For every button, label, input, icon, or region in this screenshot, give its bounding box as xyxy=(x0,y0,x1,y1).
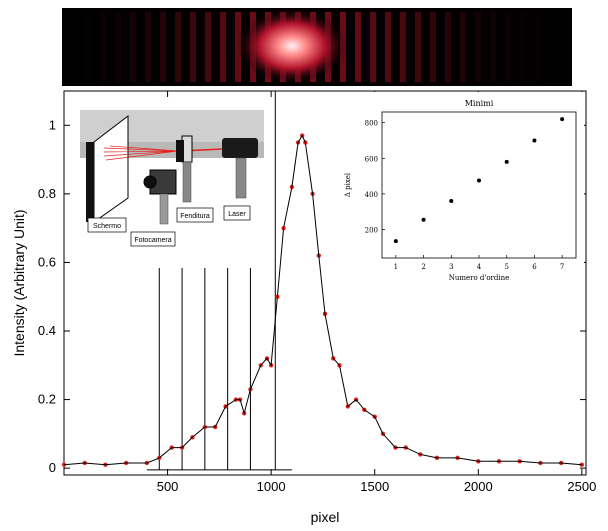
y-tick-label: 0.4 xyxy=(38,323,56,338)
inset-data-point xyxy=(393,239,398,244)
inset-data-point xyxy=(477,178,481,183)
minimi-inset: Minimi 1 2 3 4 5 6 7 200 400 600 800 Numero d'ordine… xyxy=(336,92,584,290)
label-laser: Laser xyxy=(223,205,251,221)
screen-edge xyxy=(86,142,94,222)
inset-x-tick-label: 1 xyxy=(394,263,398,271)
inset-x-tick-label: 5 xyxy=(504,263,508,271)
inset-y-tick-label: 200 xyxy=(365,227,378,235)
inset-x-tick-label: 4 xyxy=(477,263,482,271)
camera-lens xyxy=(143,175,157,189)
inset-data-point xyxy=(532,138,537,143)
x-axis-label: pixel xyxy=(311,509,340,525)
diffraction-photo xyxy=(62,8,572,86)
inset-data-point xyxy=(421,217,426,222)
label-fenditura: Fenditura xyxy=(176,207,214,223)
label-box-fenditura xyxy=(176,207,214,223)
inset-x-tick-label: 6 xyxy=(532,263,537,271)
fit-line xyxy=(63,134,582,466)
data-point xyxy=(61,462,67,467)
label-text-laser: Laser xyxy=(228,211,246,218)
x-tick-label: 2500 xyxy=(567,479,596,494)
main-axes: 500 1000 1500 2000 2500 0 0.2 0.4 0.6 0.8 1 pixel In… xyxy=(11,91,596,525)
inset-axes: Minimi 1 2 3 4 5 6 7 200 400 600 800 Numero d'ordine… xyxy=(344,99,564,282)
diffraction-rays xyxy=(103,145,179,161)
y-tick-label: 0.6 xyxy=(38,254,56,269)
label-text-fotocamera: Fotocamera xyxy=(134,237,171,244)
label-text-schermo: Schermo xyxy=(93,223,121,230)
label-box-laser xyxy=(223,205,251,221)
laser-post xyxy=(235,157,247,199)
inset-background xyxy=(336,92,584,290)
laser-body xyxy=(222,138,258,158)
inset-y-tick-label: 600 xyxy=(365,155,378,163)
x-tick-label: 1000 xyxy=(257,479,286,494)
camera-stand xyxy=(159,193,169,225)
inset-x-axis-label: Numero d'ordine xyxy=(449,274,510,282)
inset-x-tick-label: 3 xyxy=(449,263,453,271)
label-schermo: Schermo xyxy=(87,217,127,233)
inset-data-point xyxy=(504,159,509,164)
y-tick-label: 0 xyxy=(49,460,56,475)
main-plot-frame xyxy=(63,90,587,476)
y-tick-label: 0.2 xyxy=(38,392,56,407)
slit-post xyxy=(182,161,192,203)
y-axis-label: Intensity (Arbitrary Unit) xyxy=(11,209,27,356)
label-box-fotocamera xyxy=(130,231,176,247)
x-tick-label: 500 xyxy=(157,479,179,494)
inset-y-tick-label: 800 xyxy=(365,120,378,128)
inset-x-tick-label: 7 xyxy=(560,263,564,271)
x-tick-label: 2000 xyxy=(464,479,493,494)
y-tick-label: 1 xyxy=(49,117,56,132)
inset-data-point xyxy=(560,117,565,122)
inset-title: Minimi xyxy=(465,99,494,108)
diffraction-edge-fade xyxy=(62,8,572,86)
inset-data-point xyxy=(449,199,454,204)
inset-x-tick-label: 2 xyxy=(421,263,425,271)
inset-y-axis-label: Δ pixel xyxy=(344,172,352,197)
x-tick-label: 1500 xyxy=(360,479,389,494)
label-box-schermo xyxy=(87,217,127,233)
inset-y-tick-label: 400 xyxy=(365,191,378,199)
label-text-fenditura: Fenditura xyxy=(180,213,210,220)
y-tick-label: 0.8 xyxy=(38,186,56,201)
label-fotocamera: Fotocamera xyxy=(130,231,176,247)
slit-block xyxy=(176,140,184,162)
setup-inset: Schermo Fenditura Laser Fotocamera xyxy=(80,110,264,247)
